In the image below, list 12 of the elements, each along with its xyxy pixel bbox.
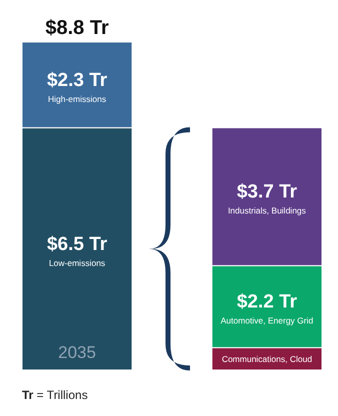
series-label: Industrials, Buildings [228, 206, 306, 216]
total-label: $8.8 Tr [45, 17, 109, 39]
data-label: $2.3 Tr [46, 70, 108, 91]
series-label: Low-emissions [48, 258, 106, 268]
x-tick-label: 2035 [58, 343, 96, 362]
data-label: $6.5 Tr [46, 234, 108, 255]
series-label: Communications, Cloud [222, 354, 312, 364]
data-label: $2.2 Tr [236, 292, 298, 313]
series-label: High-emissions [48, 94, 106, 104]
series-label: Automotive, Energy Grid [220, 316, 314, 326]
data-label: $3.7 Tr [236, 182, 298, 203]
text: Tr = Trillions [22, 388, 88, 402]
